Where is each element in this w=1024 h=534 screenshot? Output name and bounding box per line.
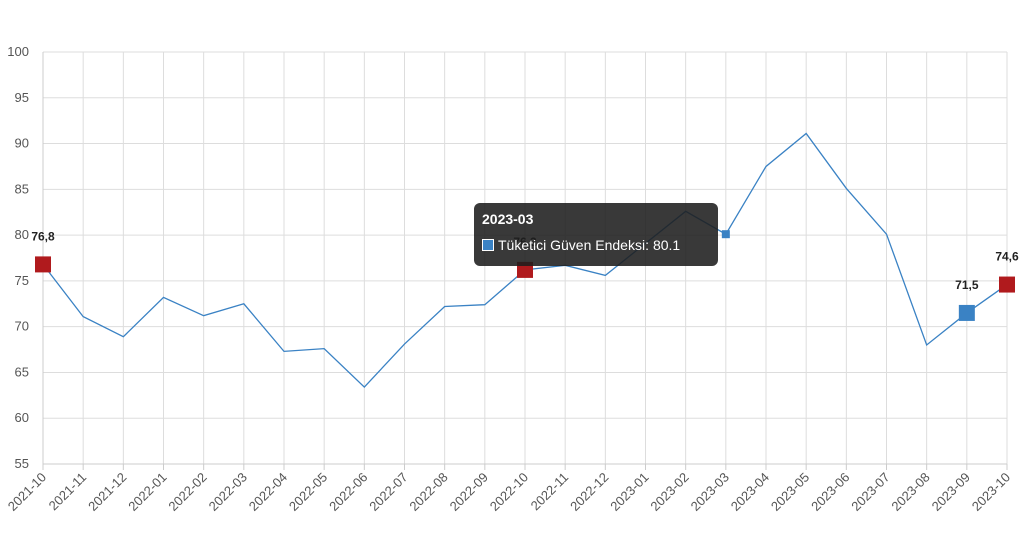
x-tick-label: 2023-10 [969,470,1013,514]
x-tick-label: 2021-10 [5,470,49,514]
x-tick-label: 2022-02 [165,470,209,514]
x-tick-label: 2023-06 [808,470,852,514]
x-tick-label: 2023-04 [728,470,772,514]
x-tick-label: 2022-05 [286,470,330,514]
x-tick-label: 2023-08 [888,470,932,514]
y-tick-label: 70 [15,319,29,334]
tooltip-title: 2023-03 [482,211,534,227]
grid [42,51,1008,470]
y-tick-label: 75 [15,273,29,288]
highlight-marker-red [35,256,51,273]
x-tick-label: 2022-03 [206,470,250,514]
y-tick-label: 80 [15,227,29,242]
x-tick-label: 2022-04 [246,470,290,514]
y-tick-label: 55 [15,456,29,471]
x-tick-label: 2023-02 [647,470,691,514]
x-tick-label: 2021-12 [85,470,129,514]
x-tick-label: 2023-05 [768,470,812,514]
data-label: 76,8 [31,229,55,243]
highlight-marker-blue [958,304,975,321]
tooltip-series-name: Tüketici Güven Endeksi: [498,237,649,253]
tooltip-series-swatch [482,239,494,251]
y-tick-label: 90 [15,136,29,151]
x-tick-label: 2022-11 [528,470,572,514]
x-tick-label: 2022-06 [326,470,370,514]
tooltip-value: 80.1 [652,237,681,253]
data-label: 74,6 [995,250,1019,264]
data-label: 71,5 [955,278,979,292]
y-tick-label: 65 [15,364,29,379]
x-tick-label: 2022-01 [125,470,169,514]
x-tick-label: 2023-03 [688,470,732,514]
x-tick-label: 2022-12 [567,470,611,514]
x-tick-label: 2022-10 [487,470,531,514]
x-axis-ticks: 2021-102021-112021-122022-012022-022022-… [5,470,1013,514]
x-tick-label: 2023-09 [929,470,973,514]
y-tick-label: 85 [15,181,29,196]
highlight-marker-red [999,276,1015,293]
tooltip: 2023-03 Tüketici Güven Endeksi: 80.1 [474,203,718,266]
active-point-marker [721,230,730,239]
y-axis-ticks: 55 60 65 70 75 80 85 90 95 100 [7,44,29,471]
y-tick-label: 100 [7,44,29,59]
x-tick-label: 2022-09 [447,470,491,514]
y-tick-label: 95 [15,90,29,105]
x-tick-label: 2022-07 [366,470,410,514]
x-tick-label: 2022-08 [406,470,450,514]
y-tick-label: 60 [15,410,29,425]
x-tick-label: 2023-07 [848,470,892,514]
tooltip-row: Tüketici Güven Endeksi: 80.1 [482,236,710,254]
x-tick-label: 2021-11 [46,470,90,514]
x-tick-label: 2023-01 [607,470,651,514]
